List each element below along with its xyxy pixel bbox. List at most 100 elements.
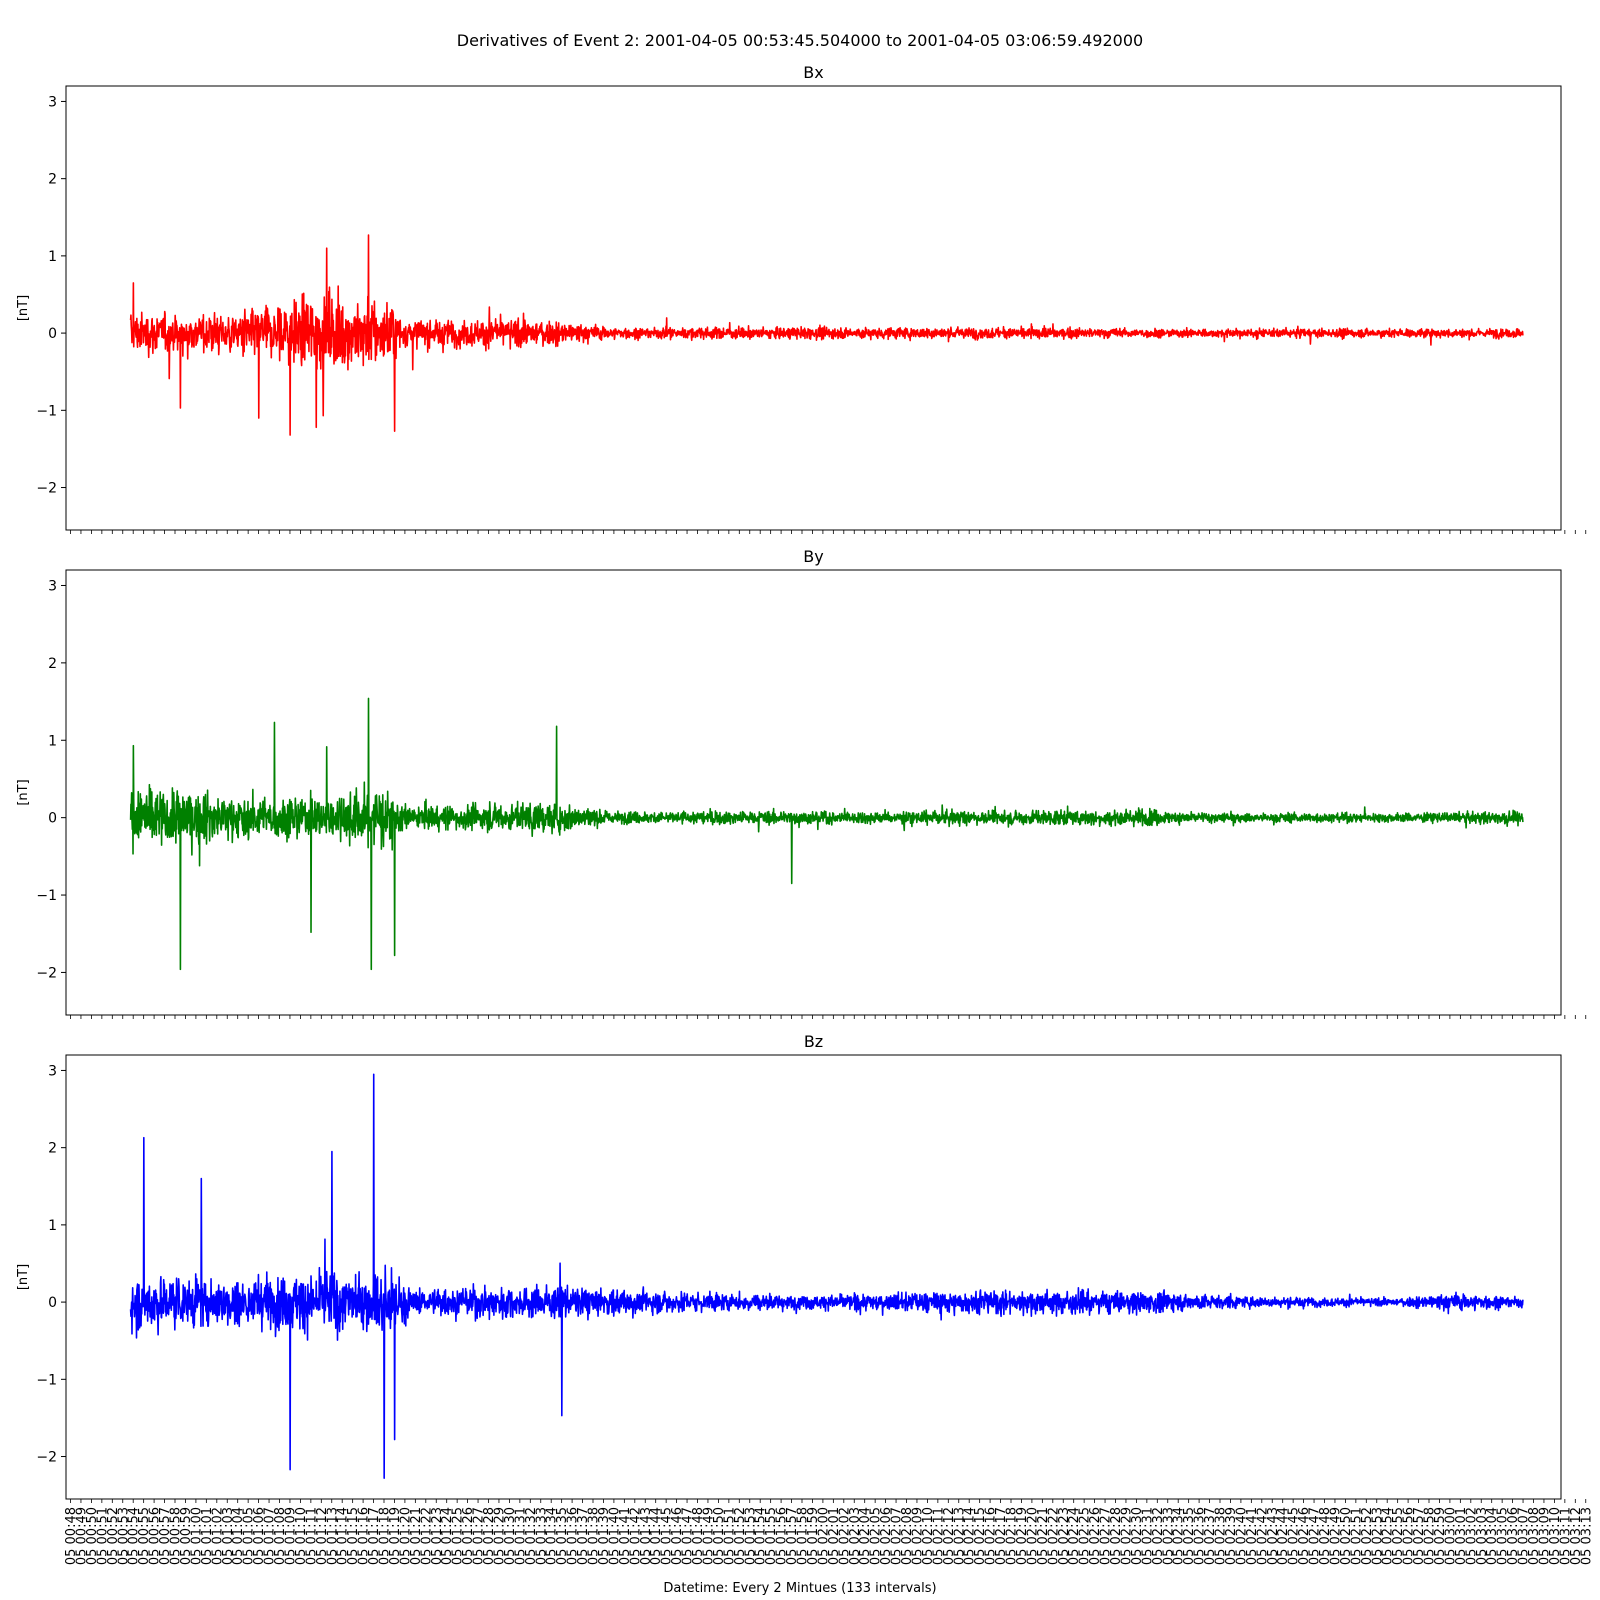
x-tick-label: 05 01:30 [503,1507,518,1565]
x-tick-label: 05 01:02 [210,1507,225,1565]
x-tick-label: 05 02:54 [1381,1507,1396,1565]
x-tick-label: 05 02:59 [1433,1507,1448,1565]
x-tick-label: 05 01:40 [607,1507,622,1565]
x-tick-label: 05 00:57 [158,1507,173,1565]
x-tick-label: 05 00:50 [85,1507,100,1565]
x-tick-label: 05 02:36 [1193,1507,1208,1565]
x-tick-label: 05 02:22 [1046,1507,1061,1565]
x-tick-label: 05 02:30 [1130,1507,1145,1565]
x-tick-label: 05 02:08 [900,1507,915,1565]
x-tick-label: 05 02:07 [890,1507,905,1565]
y-tick-label: −1 [36,1372,57,1388]
x-tick-label: 05 02:58 [1423,1507,1438,1565]
x-tick-label: 05 01:19 [388,1507,403,1565]
x-tick-label: 05 02:29 [1119,1507,1134,1565]
x-tick-label: 05 01:05 [242,1507,257,1565]
x-tick-label: 05 01:43 [639,1507,654,1565]
x-tick-label: 05 02:32 [1151,1507,1166,1565]
x-tick-label: 05 00:51 [95,1507,110,1565]
x-tick-label: 05 02:31 [1140,1507,1155,1565]
x-tick-label: 05 01:15 [346,1507,361,1565]
x-tick-label: 05 03:00 [1443,1507,1458,1565]
y-tick-label: 2 [48,172,57,188]
y-tick-label: 3 [48,94,57,110]
figure-title: Derivatives of Event 2: 2001-04-05 00:53… [457,31,1143,50]
x-tick-label: 05 02:06 [879,1507,894,1565]
x-tick-label: 05 01:31 [513,1507,528,1565]
y-tick-label: 1 [48,1218,57,1234]
x-tick-label: 05 02:20 [1025,1507,1040,1565]
x-tick-label: 05 02:43 [1266,1507,1281,1565]
y-tick-label: 0 [48,326,57,342]
x-tick-label: 05 02:19 [1015,1507,1030,1565]
y-tick-label: −2 [36,1450,57,1466]
y-axis-label: [nT] [16,1264,31,1290]
series-line-bx [129,234,1524,436]
x-tick-label: 05 02:39 [1224,1507,1239,1565]
x-tick-label: 05 02:02 [837,1507,852,1565]
x-tick-label: 05 01:57 [785,1507,800,1565]
x-tick-label: 05 01:21 [409,1507,424,1565]
x-tick-label: 05 01:07 [263,1507,278,1565]
series-line-by [129,697,1524,971]
x-tick-label: 05 00:52 [106,1507,121,1565]
x-tick-label: 05 01:03 [221,1507,236,1565]
y-tick-label: 3 [48,578,57,594]
plot-frame [65,569,1562,1016]
subplot-by: By [nT] −2 −1 0 1 2 3 [16,547,1587,1019]
y-axis-label: [nT] [16,779,31,805]
x-tick-label: 05 03:01 [1454,1507,1469,1565]
x-tick-label: 05 03:03 [1475,1507,1490,1565]
x-tick-label: 05 01:54 [754,1507,769,1565]
x-tick-label: 05 02:44 [1276,1507,1291,1565]
x-tick-label: 05 03:09 [1537,1507,1552,1565]
y-tick-label: 1 [48,733,57,749]
x-tick-label: 05 01:38 [587,1507,602,1565]
x-tick-label: 05 02:56 [1402,1507,1417,1565]
x-tick-label: 05 02:16 [984,1507,999,1565]
x-tick-label: 05 02:03 [848,1507,863,1565]
y-tick-label: 2 [48,1141,57,1157]
x-tick-label: 05 00:54 [127,1507,142,1565]
plot-frame [65,1054,1562,1500]
x-tick-label: 05 02:01 [827,1507,842,1565]
x-tick-label: 05 02:25 [1078,1507,1093,1565]
x-tick-label: 05 02:27 [1099,1507,1114,1565]
x-tick-label: 05 03:08 [1527,1507,1542,1565]
x-tick-label: 05 03:05 [1496,1507,1511,1565]
x-tick-label: 05 03:12 [1569,1507,1584,1565]
x-tick-label: 05 00:53 [116,1507,131,1565]
x-tick-label: 05 01:56 [775,1507,790,1565]
x-tick-label: 05 01:46 [670,1507,685,1565]
x-tick-label: 05 01:39 [597,1507,612,1565]
x-tick-label: 05 01:52 [733,1507,748,1565]
x-tick-label: 05 01:48 [691,1507,706,1565]
y-tick-label: 0 [48,1295,57,1311]
x-tick-label: 05 01:20 [398,1507,413,1565]
x-tick-label: 05 01:44 [649,1507,664,1565]
x-tick-label: 05 01:01 [200,1507,215,1565]
x-tick-label: 05 02:24 [1067,1507,1082,1565]
x-tick-label: 05 03:10 [1548,1507,1563,1565]
x-tick-label: 05 02:26 [1088,1507,1103,1565]
x-tick-label: 05 01:09 [283,1507,298,1565]
x-tick-label: 05 02:52 [1360,1507,1375,1565]
y-axis-label: [nT] [16,295,31,321]
x-tick-label: 05 02:23 [1057,1507,1072,1565]
y-tick-label: 1 [48,249,57,265]
x-tick-label: 05 00:48 [64,1507,79,1565]
x-tick-label: 05 01:29 [492,1507,507,1565]
x-tick-label: 05 02:10 [921,1507,936,1565]
y-tick-label: 0 [48,811,57,827]
y-tick-label: −1 [36,888,57,904]
x-tick-label: 05 01:11 [304,1507,319,1565]
x-tick-label: 05 00:49 [74,1507,89,1565]
x-tick-label: 05 02:57 [1412,1507,1427,1565]
x-tick-label: 05 01:04 [231,1507,246,1565]
x-tick-label: 05 01:00 [189,1507,204,1565]
x-tick-label: 05 01:50 [712,1507,727,1565]
x-tick-label: 05 01:17 [367,1507,382,1565]
x-tick-label: 05 01:34 [545,1507,560,1565]
x-tick-label: 05 02:04 [858,1507,873,1565]
